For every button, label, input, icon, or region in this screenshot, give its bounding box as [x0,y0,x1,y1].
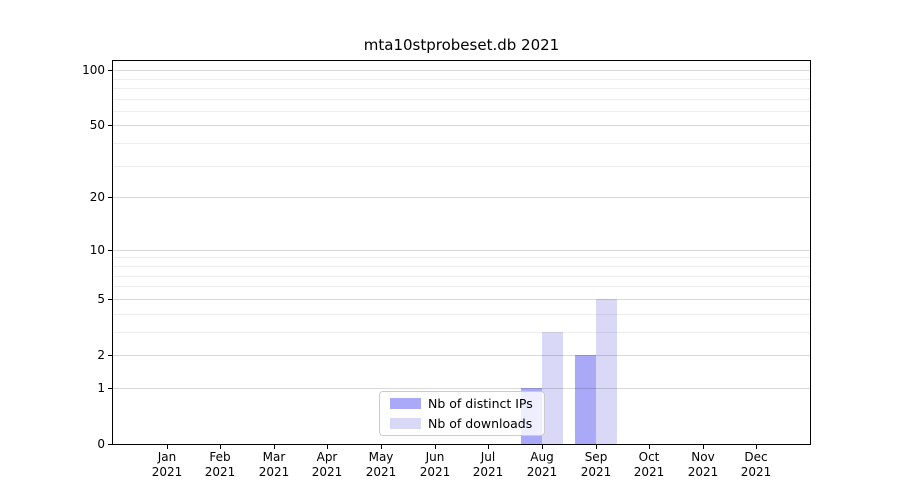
legend-swatch-icon [390,417,421,429]
x-tick-mark-may [381,445,382,449]
bar-downloads-aug [541,331,563,444]
gridline-minor-80 [113,88,810,89]
y-tick-mark-5 [108,299,112,300]
gridline-major-5 [113,299,810,300]
x-tick-label-jan: Jan 2021 [135,450,199,480]
gridline-minor-9 [113,257,810,258]
y-tick-mark-20 [108,197,112,198]
legend: Nb of distinct IPs Nb of downloads [379,391,545,436]
x-tick-year: 2021 [633,465,665,479]
gridline-minor-3 [113,332,810,333]
legend-label: Nb of downloads [428,415,533,431]
x-tick-year: 2021 [526,465,558,479]
legend-entry-distinct-ips: Nb of distinct IPs [390,394,538,413]
gridline-major-100 [113,70,810,71]
y-tick-mark-2 [108,355,112,356]
x-tick-label-may: May 2021 [349,450,413,480]
x-tick-year: 2021 [311,465,343,479]
x-tick-month: May [368,450,394,464]
y-tick-label-100: 100 [82,63,105,77]
bar-distinct-ips-sep [574,354,596,444]
x-tick-mark-oct [649,445,650,449]
x-tick-month: Dec [744,450,768,464]
x-tick-year: 2021 [419,465,451,479]
x-tick-month: Oct [638,450,660,464]
gridline-minor-8 [113,266,810,267]
x-tick-month: Nov [691,450,715,464]
y-tick-label-5: 5 [97,292,105,306]
x-tick-year: 2021 [204,465,236,479]
x-tick-year: 2021 [365,465,397,479]
gridline-minor-40 [113,143,810,144]
x-tick-mark-jul [488,445,489,449]
x-tick-label-mar: Mar 2021 [242,450,306,480]
gridline-minor-6 [113,286,810,287]
x-tick-label-feb: Feb 2021 [188,450,252,480]
x-tick-year: 2021 [580,465,612,479]
legend-swatch-icon [390,398,421,410]
gridline-major-1 [113,388,810,389]
y-tick-label-20: 20 [89,190,105,204]
x-tick-year: 2021 [151,465,183,479]
y-tick-label-0: 0 [97,437,105,451]
x-tick-mark-feb [220,445,221,449]
x-tick-label-jun: Jun 2021 [403,450,467,480]
gridline-minor-70 [113,99,810,100]
gridline-minor-60 [113,111,810,112]
y-tick-mark-100 [108,70,112,71]
x-tick-year: 2021 [687,465,719,479]
gridline-minor-30 [113,166,810,167]
y-tick-label-1: 1 [97,381,105,395]
y-tick-label-10: 10 [89,243,105,257]
gridline-major-20 [113,197,810,198]
x-tick-month: Jun [425,450,445,464]
gridline-major-50 [113,125,810,126]
gridline-minor-90 [113,79,810,80]
x-tick-year: 2021 [258,465,290,479]
y-tick-mark-50 [108,125,112,126]
y-tick-label-50: 50 [89,118,105,132]
x-tick-mark-aug [542,445,543,449]
x-tick-mark-dec [756,445,757,449]
x-tick-label-jul: Jul 2021 [456,450,520,480]
x-tick-month: Jan [157,450,177,464]
y-tick-label-2: 2 [97,348,105,362]
x-tick-mark-jun [435,445,436,449]
legend-entry-downloads: Nb of downloads [390,414,538,433]
x-tick-month: Jul [480,450,496,464]
x-tick-mark-mar [274,445,275,449]
x-tick-mark-nov [703,445,704,449]
gridline-minor-7 [113,276,810,277]
gridline-major-2 [113,355,810,356]
x-tick-month: Apr [316,450,338,464]
y-tick-mark-0 [108,444,112,445]
legend-label: Nb of distinct IPs [428,396,533,412]
x-tick-mark-jan [167,445,168,449]
x-tick-mark-apr [327,445,328,449]
x-tick-label-oct: Oct 2021 [617,450,681,480]
x-tick-label-aug: Aug 2021 [510,450,574,480]
x-tick-year: 2021 [740,465,772,479]
x-tick-month: Aug [530,450,554,464]
x-tick-label-dec: Dec 2021 [724,450,788,480]
y-tick-mark-1 [108,388,112,389]
bar-downloads-sep [595,298,617,444]
x-tick-mark-sep [596,445,597,449]
x-tick-label-apr: Apr 2021 [295,450,359,480]
x-tick-month: Sep [584,450,608,464]
gridline-minor-4 [113,314,810,315]
x-tick-label-nov: Nov 2021 [671,450,735,480]
chart-title: mta10stprobeset.db 2021 [363,36,560,54]
x-tick-month: Mar [262,450,286,464]
y-tick-mark-10 [108,250,112,251]
x-tick-label-sep: Sep 2021 [564,450,628,480]
x-tick-year: 2021 [472,465,504,479]
x-tick-month: Feb [209,450,231,464]
gridline-major-10 [113,250,810,251]
